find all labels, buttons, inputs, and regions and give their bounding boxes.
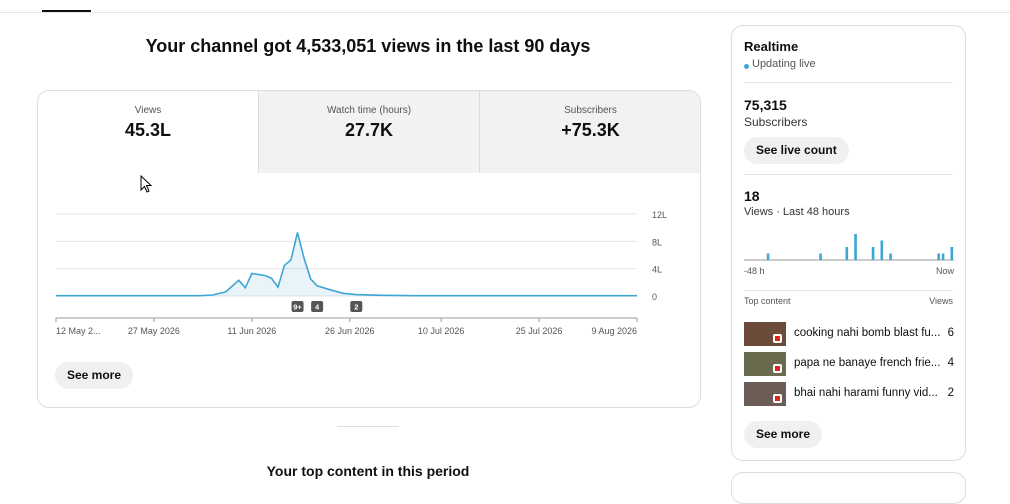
page: Your channel got 4,533,051 views in the …: [0, 10, 1010, 504]
item-views: 4: [947, 357, 954, 369]
y-tick-label: 4L: [652, 265, 662, 275]
tab-indicator: [42, 10, 91, 12]
x-tick-label: 12 May 2...: [56, 326, 101, 336]
top-content-label: Top content: [744, 296, 791, 306]
thumbnail: [744, 322, 786, 346]
axis-end-label: Now: [936, 266, 954, 276]
line-area: [56, 232, 637, 296]
top-content-item[interactable]: cooking nahi bomb blast fu... 6: [744, 322, 954, 348]
annotation-badge: [291, 301, 304, 312]
realtime-status: Updating live: [752, 58, 816, 70]
section-title: Your top content in this period: [266, 463, 470, 479]
realtime-title: Realtime: [744, 39, 799, 54]
subscriber-count: 75,315: [744, 97, 787, 113]
see-more-button[interactable]: See more: [744, 421, 823, 448]
divider: [744, 290, 953, 291]
y-tick-label: 8L: [652, 237, 662, 247]
bar: [766, 253, 770, 260]
views-count: 18: [744, 188, 760, 204]
x-tick-label: 25 Jul 2026: [516, 326, 563, 336]
item-title: cooking nahi bomb blast fu...: [794, 327, 941, 339]
x-tick-label: 9 Aug 2026: [591, 326, 637, 336]
metric-tab[interactable]: Watch time (hours) 27.7K: [258, 91, 479, 173]
item-title: bhai nahi harami funny vid...: [794, 387, 938, 399]
x-tick-label: 26 Jun 2026: [325, 326, 375, 336]
annotation-label: 4: [315, 303, 320, 312]
top-content-item[interactable]: papa ne banaye french frie... 4: [744, 352, 954, 378]
next-card: [731, 472, 966, 504]
divider: [337, 426, 399, 427]
see-more-button[interactable]: See more: [55, 362, 134, 389]
live-count-button[interactable]: See live count: [744, 137, 849, 164]
bar: [819, 253, 822, 260]
views-column-label: Views: [929, 296, 953, 306]
hourly-chart: -48 h Now: [744, 234, 954, 276]
mouse-cursor: [140, 175, 153, 193]
axis-start-label: -48 h: [744, 266, 765, 276]
views-label: Views · Last 48 hours: [744, 206, 850, 218]
metric-value: 27.7K: [344, 120, 394, 140]
x-tick-label: 11 Jun 2026: [227, 326, 276, 336]
bar: [880, 240, 884, 260]
top-content-item[interactable]: bhai nahi harami funny vid... 2: [744, 382, 954, 408]
overview-title: Your channel got 4,533,051 views in the …: [145, 36, 591, 56]
subscriber-label: Subscribers: [744, 115, 808, 129]
thumbnail: [744, 382, 786, 406]
bar: [854, 234, 857, 260]
bar: [950, 247, 954, 260]
x-tick-label: 10 Jul 2026: [418, 326, 465, 336]
metric-label: Views: [134, 105, 162, 116]
line: [56, 232, 637, 297]
bar: [941, 253, 945, 260]
divider: [0, 12, 1010, 13]
y-tick-label: 0: [652, 292, 657, 302]
divider: [744, 82, 953, 83]
realtime-card: Realtime Updating live 75,315 Subscriber…: [731, 25, 966, 461]
bar: [937, 253, 940, 260]
annotation-label: 9+: [293, 303, 302, 312]
metric-value: 45.3L: [124, 120, 172, 140]
annotation-badge: [350, 301, 363, 312]
views-chart: 0 4L 8L 12L 12 May 2... 27 May 2026 11 Jun 202…: [55, 210, 667, 336]
metric-value: +75.3K: [561, 120, 620, 140]
metrics-card: Views 45.3L Watch time (hours) 27.7K Sub…: [37, 90, 701, 408]
bar: [871, 247, 875, 260]
metric-label: Watch time (hours): [326, 105, 412, 116]
item-views: 2: [947, 387, 954, 399]
bar: [845, 247, 849, 260]
metric-label: Subscribers: [564, 105, 617, 116]
live-dot: [744, 64, 749, 69]
divider: [744, 174, 953, 175]
thumbnail: [744, 352, 786, 376]
x-tick-label: 27 May 2026: [128, 326, 180, 336]
annotation-badge: [311, 301, 324, 312]
item-views: 6: [947, 327, 954, 339]
y-tick-label: 12L: [652, 210, 667, 220]
item-title: papa ne banaye french frie...: [794, 357, 941, 369]
annotation-label: 2: [354, 303, 358, 312]
metric-tab[interactable]: Subscribers +75.3K: [479, 91, 700, 173]
bar: [889, 253, 892, 260]
metric-tab[interactable]: Views 45.3L: [38, 91, 258, 173]
